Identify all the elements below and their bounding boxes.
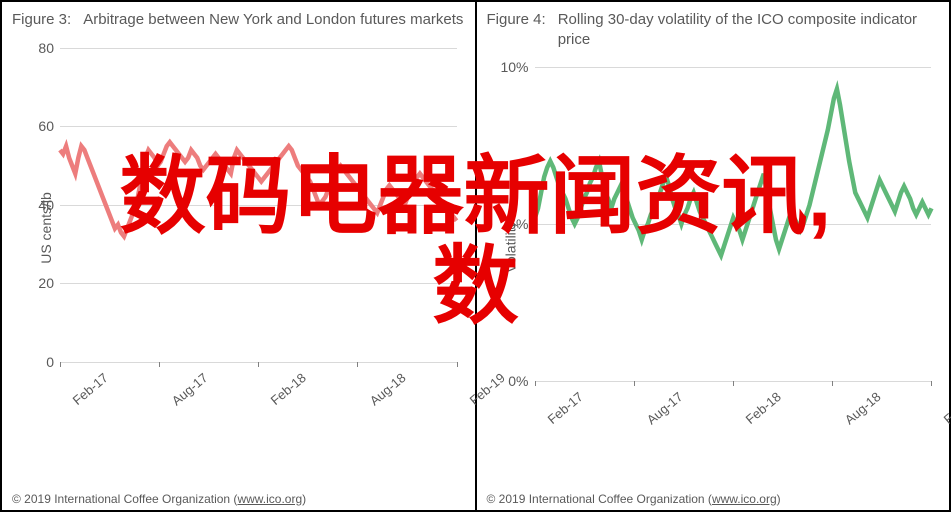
- x-tick-mark: [931, 381, 932, 386]
- x-tick-label: Aug-18: [842, 389, 884, 427]
- x-tick-label: Aug-17: [169, 370, 211, 408]
- copyright-link[interactable]: www.ico.org: [712, 492, 777, 506]
- x-tick-mark: [634, 381, 635, 386]
- figure-4-chart-area: Volatility 0%5%10%Feb-17Aug-17Feb-18Aug-…: [487, 57, 940, 437]
- y-tick-label: 80: [38, 40, 54, 56]
- x-tick-label: Feb-19: [941, 389, 951, 427]
- y-tick-label: 20: [38, 275, 54, 291]
- y-tick-label: 0%: [508, 373, 528, 389]
- x-tick-mark: [258, 362, 259, 367]
- figure-4-title: Rolling 30-day volatility of the ICO com…: [558, 10, 939, 49]
- y-tick-label: 60: [38, 118, 54, 134]
- x-tick-mark: [60, 362, 61, 367]
- series-line: [535, 67, 932, 381]
- y-tick-label: 0: [46, 354, 54, 370]
- y-tick-label: 5%: [508, 216, 528, 232]
- x-tick-mark: [733, 381, 734, 386]
- figure-3-title: Arbitrage between New York and London fu…: [83, 10, 464, 30]
- figure-3-label: Figure 3:: [12, 10, 71, 30]
- figure-4-panel: Figure 4: Rolling 30-day volatility of t…: [477, 2, 950, 510]
- figure-4-copyright: © 2019 International Coffee Organization…: [487, 492, 781, 506]
- copyright-link[interactable]: www.ico.org: [237, 492, 302, 506]
- x-tick-label: Feb-17: [70, 370, 111, 408]
- x-tick-label: Feb-18: [742, 389, 783, 427]
- x-tick-label: Aug-18: [367, 370, 409, 408]
- figure-4-plot: 0%5%10%Feb-17Aug-17Feb-18Aug-18Feb-19: [535, 67, 932, 381]
- y-tick-label: 10%: [500, 59, 528, 75]
- x-tick-mark: [832, 381, 833, 386]
- chart-container: Figure 3: Arbitrage between New York and…: [0, 0, 951, 512]
- figure-3-panel: Figure 3: Arbitrage between New York and…: [2, 2, 477, 510]
- figure-3-copyright: © 2019 International Coffee Organization…: [12, 492, 306, 506]
- x-tick-mark: [535, 381, 536, 386]
- figure-3-chart-area: US cents/lb 020406080Feb-17Aug-17Feb-18A…: [12, 38, 465, 418]
- y-tick-label: 40: [38, 197, 54, 213]
- figure-3-title-row: Figure 3: Arbitrage between New York and…: [12, 10, 465, 30]
- x-tick-label: Feb-18: [268, 370, 309, 408]
- x-tick-mark: [159, 362, 160, 367]
- x-tick-mark: [357, 362, 358, 367]
- figure-4-label: Figure 4:: [487, 10, 546, 49]
- figure-3-plot: 020406080Feb-17Aug-17Feb-18Aug-18Feb-19: [60, 48, 457, 362]
- series-line: [60, 48, 457, 362]
- x-tick-label: Feb-17: [544, 389, 585, 427]
- x-tick-mark: [457, 362, 458, 367]
- x-tick-label: Aug-17: [643, 389, 685, 427]
- figure-4-title-row: Figure 4: Rolling 30-day volatility of t…: [487, 10, 940, 49]
